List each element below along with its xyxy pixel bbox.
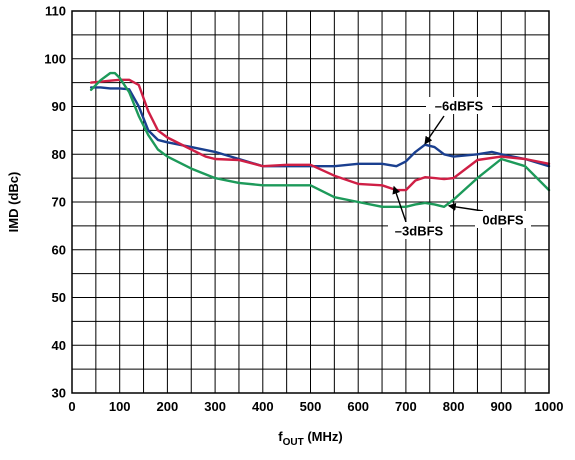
x-tick-label: 900 — [490, 399, 512, 414]
x-axis-label: fOUT (MHz) — [278, 429, 342, 448]
x-axis-label-unit: (MHz) — [304, 429, 343, 444]
series-line-1 — [89, 78, 551, 192]
annotation-arrow — [392, 185, 407, 223]
series-lines — [89, 71, 551, 209]
plot-frame — [71, 10, 550, 394]
x-axis-label-sub: OUT — [283, 437, 304, 448]
x-tick-label: 0 — [68, 399, 75, 414]
y-tick-label: 90 — [52, 99, 66, 114]
y-tick-label: 70 — [52, 195, 66, 210]
x-tick-label: 500 — [300, 399, 322, 414]
x-tick-label: 100 — [109, 399, 131, 414]
x-tick-label: 200 — [157, 399, 179, 414]
annotations: –6dBFS –3dBFS 0dBFS — [388, 97, 531, 239]
y-tick-label: 110 — [45, 4, 66, 19]
annotation-arrow — [447, 202, 484, 212]
annotation-bg — [388, 222, 450, 239]
annotation-label: –6dBFS — [435, 99, 484, 114]
y-tick-label: 100 — [44, 51, 66, 66]
x-tick-label: 1000 — [535, 399, 564, 414]
x-tick-label: 600 — [347, 399, 369, 414]
y-tick-label: 60 — [52, 242, 66, 257]
y-tick-labels: 30 40 50 60 70 80 90 100 110 — [44, 4, 66, 401]
x-tick-labels: 0 100 200 300 400 500 600 700 800 900 1000 — [68, 399, 563, 414]
annotation-bg — [475, 211, 531, 228]
annotation-bg — [426, 97, 492, 114]
x-tick-label: 800 — [443, 399, 465, 414]
series-line-2 — [89, 71, 551, 209]
grid — [72, 11, 549, 393]
x-tick-label: 400 — [252, 399, 274, 414]
y-tick-label: 30 — [52, 386, 66, 401]
y-tick-label: 40 — [52, 338, 66, 353]
x-tick-label: 300 — [204, 399, 226, 414]
y-tick-label: 50 — [52, 290, 66, 305]
y-tick-label: 80 — [52, 147, 66, 162]
annotation-arrow — [424, 115, 445, 145]
y-axis-label: IMD (dBc) — [6, 172, 21, 233]
series-line-0 — [89, 86, 551, 168]
x-axis-label-main: f — [278, 429, 283, 444]
x-tick-label: 700 — [395, 399, 417, 414]
annotation-label: 0dBFS — [482, 213, 524, 228]
annotation-label: –3dBFS — [395, 224, 444, 239]
